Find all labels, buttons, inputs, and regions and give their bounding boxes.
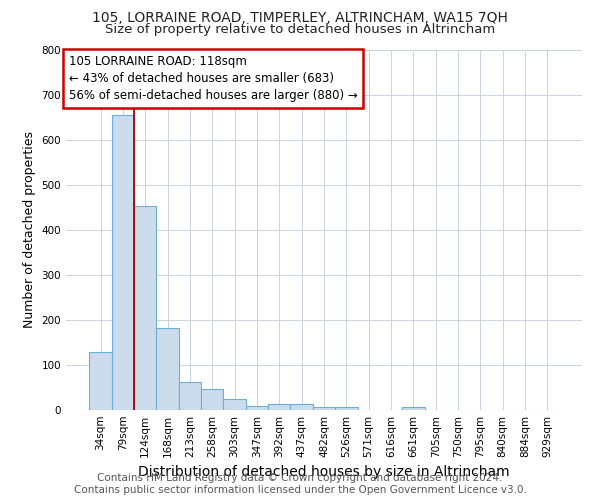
Bar [179, 382, 201, 410]
Bar [201, 389, 223, 410]
Bar [112, 116, 134, 410]
Bar [268, 404, 290, 410]
Y-axis label: Number of detached properties: Number of detached properties [23, 132, 36, 328]
Bar [335, 407, 358, 410]
Text: 105 LORRAINE ROAD: 118sqm
← 43% of detached houses are smaller (683)
56% of semi: 105 LORRAINE ROAD: 118sqm ← 43% of detac… [68, 56, 358, 102]
Bar [89, 352, 112, 410]
Bar [313, 407, 335, 410]
Text: Size of property relative to detached houses in Altrincham: Size of property relative to detached ho… [105, 22, 495, 36]
Bar [134, 206, 157, 410]
Bar [402, 407, 425, 410]
Bar [157, 328, 179, 410]
Bar [246, 406, 268, 410]
Text: Contains HM Land Registry data © Crown copyright and database right 2024.
Contai: Contains HM Land Registry data © Crown c… [74, 474, 526, 495]
Text: 105, LORRAINE ROAD, TIMPERLEY, ALTRINCHAM, WA15 7QH: 105, LORRAINE ROAD, TIMPERLEY, ALTRINCHA… [92, 11, 508, 25]
Bar [223, 399, 246, 410]
Bar [290, 404, 313, 410]
X-axis label: Distribution of detached houses by size in Altrincham: Distribution of detached houses by size … [138, 466, 510, 479]
